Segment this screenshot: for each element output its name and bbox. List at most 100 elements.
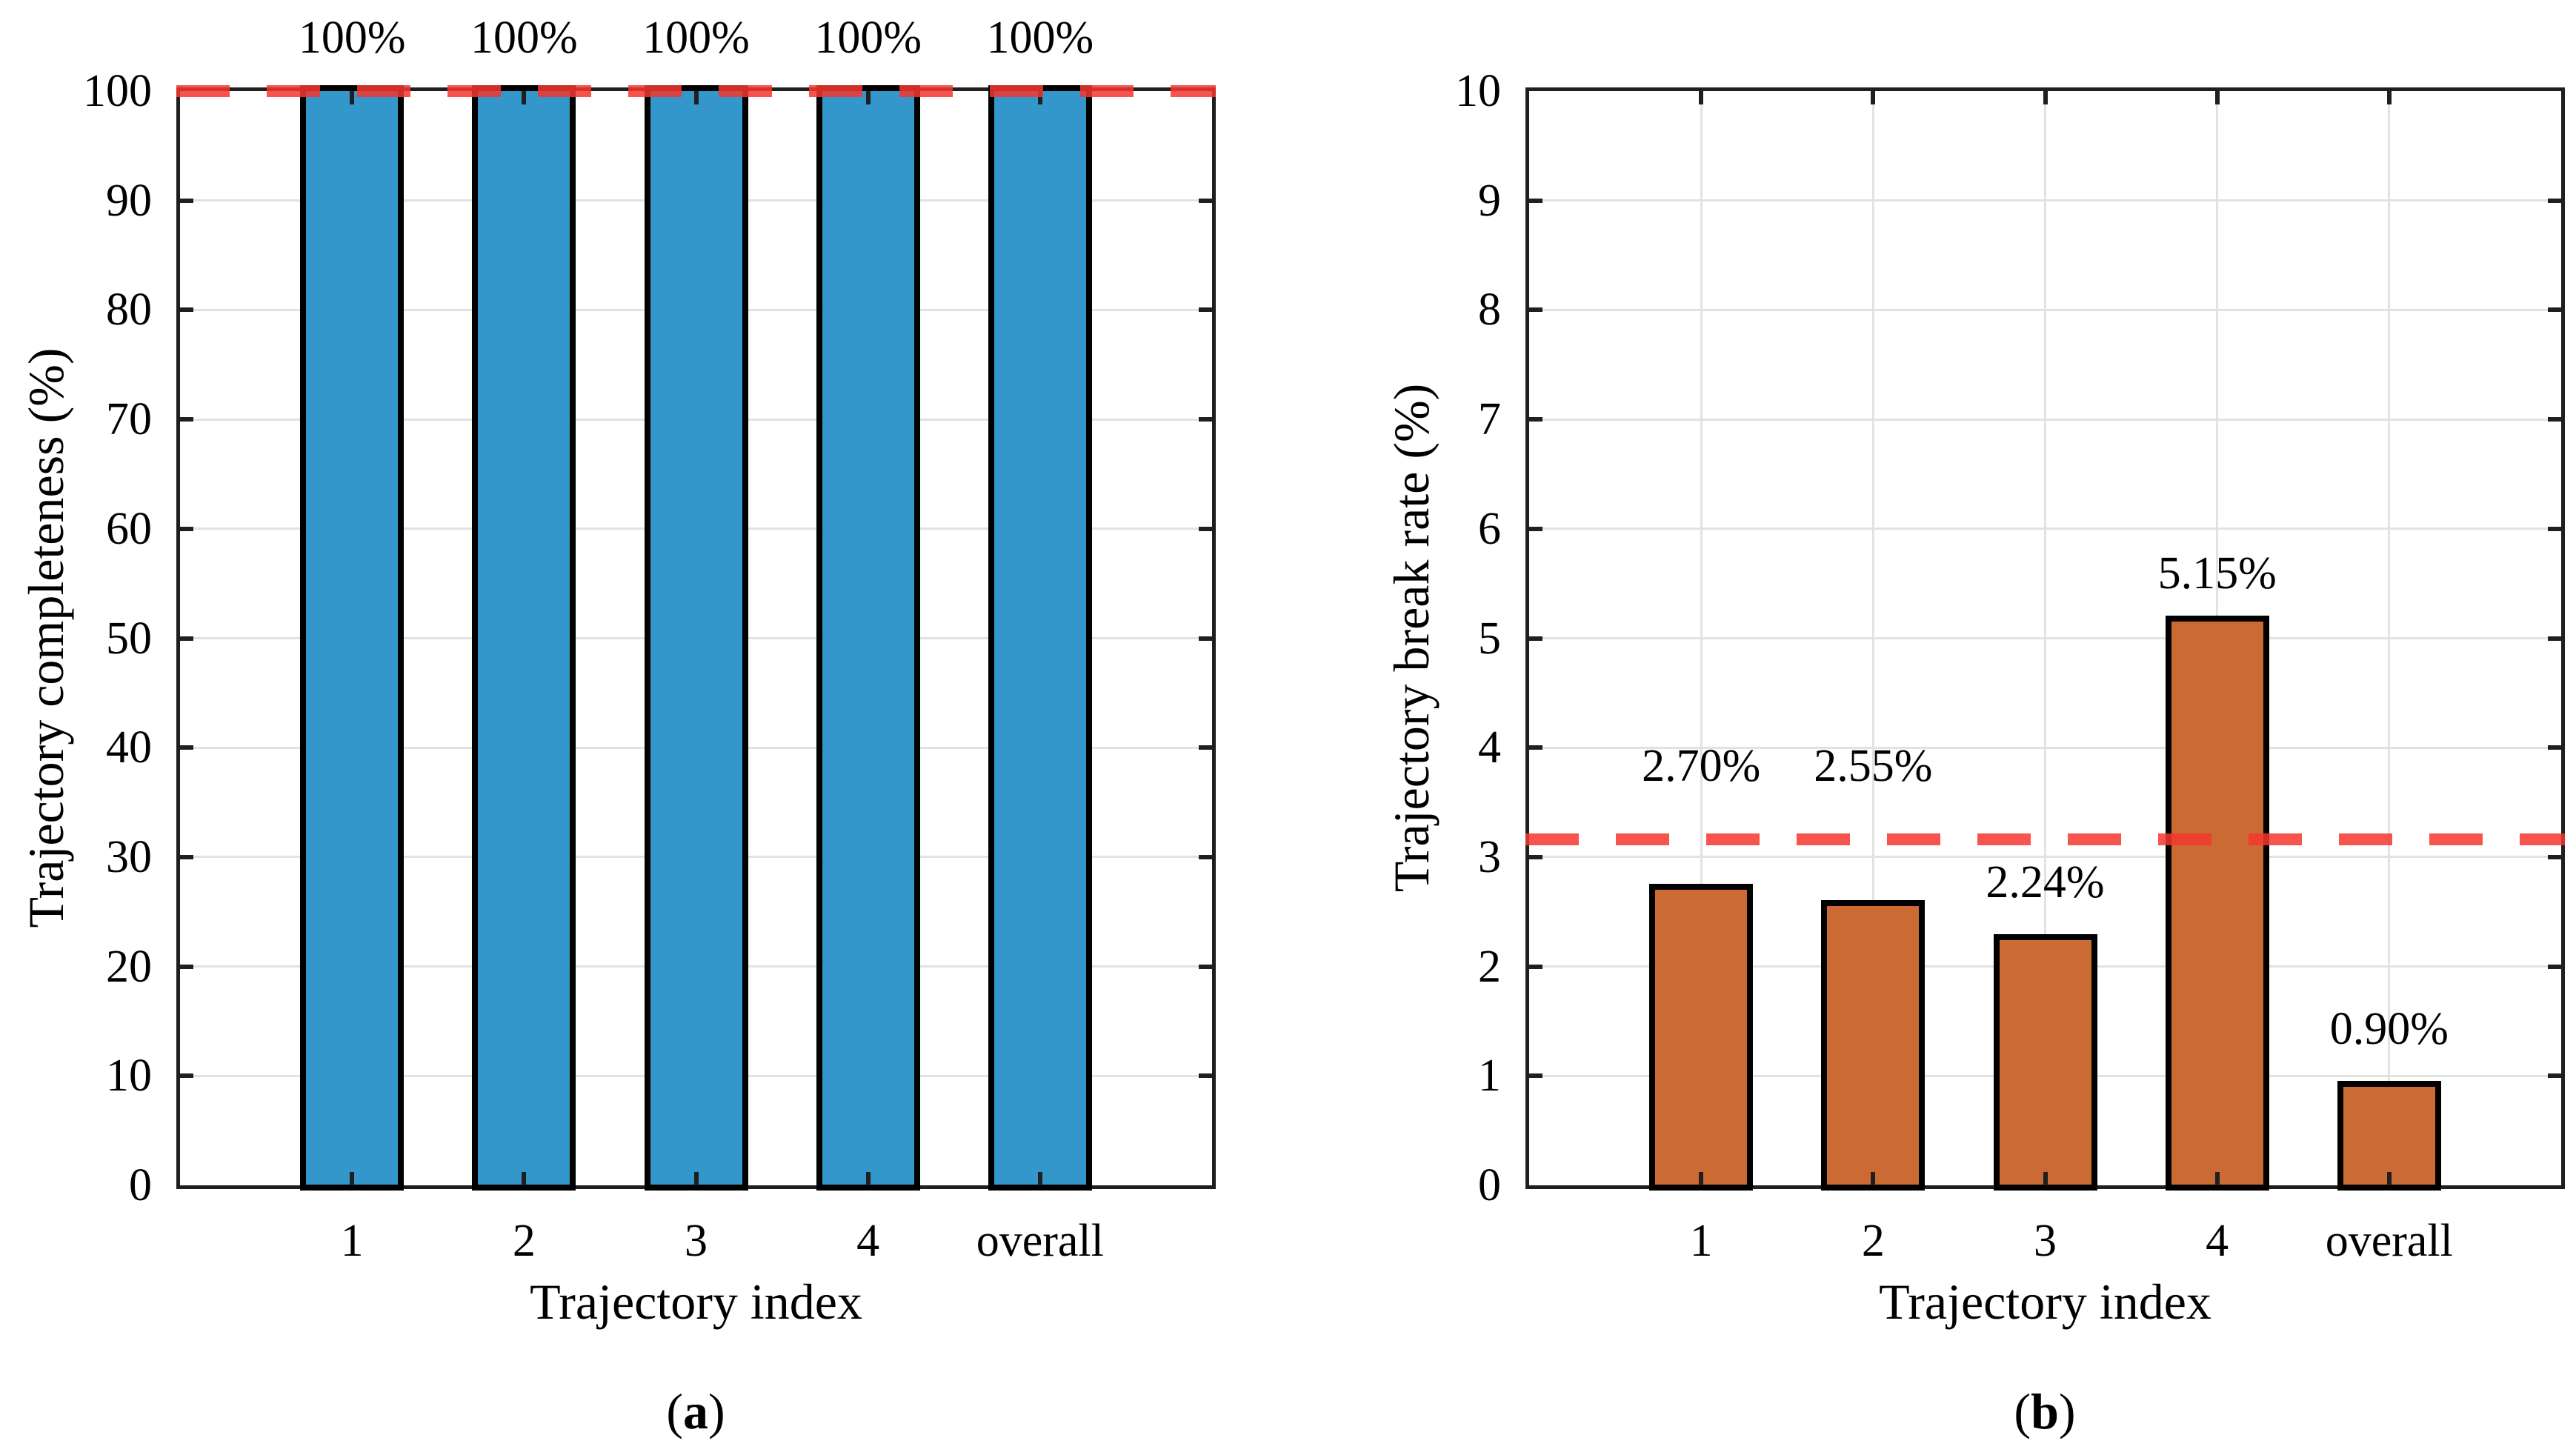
caption-b: (b): [2014, 1382, 2075, 1441]
y-tick-label: 0: [129, 1160, 152, 1211]
y-tick-label: 40: [106, 722, 152, 773]
y-axis-tick-right: [1199, 964, 1212, 969]
y-axis-tick-right: [2548, 526, 2561, 531]
y-axis-tick: [1529, 636, 1542, 641]
bar: [988, 85, 1092, 1191]
x-axis-tick: [1037, 1172, 1042, 1185]
bar: [472, 85, 576, 1191]
y-tick-label: 20: [106, 941, 152, 992]
y-tick-label: 3: [1478, 831, 1501, 882]
y-tick-label: 60: [106, 503, 152, 554]
y-axis-tick-right: [2548, 1073, 2561, 1079]
y-axis-tick-right: [2548, 417, 2561, 422]
x-axis-tick: [2386, 1172, 2392, 1185]
x-tick-label: 4: [2206, 1216, 2229, 1266]
y-axis-tick-right: [1199, 854, 1212, 859]
y-axis-tick: [180, 964, 193, 969]
y-axis-tick: [1529, 307, 1542, 313]
y-axis-tick: [1529, 1073, 1542, 1079]
caption-a: (a): [666, 1382, 725, 1441]
y-axis-tick-right: [1199, 745, 1212, 750]
y-axis-tick: [1529, 526, 1542, 531]
y-axis-tick: [1529, 417, 1542, 422]
bar-value-label: 2.24%: [1986, 856, 2105, 908]
bar: [1993, 934, 2097, 1191]
y-tick-label: 10: [1455, 66, 1501, 116]
y-tick-label: 7: [1478, 394, 1501, 445]
y-axis-tick: [180, 307, 193, 313]
x-axis-tick-top: [2043, 91, 2048, 104]
y-axis-tick: [180, 745, 193, 750]
y-tick-label: 8: [1478, 284, 1501, 336]
y-axis-tick-right: [1199, 1073, 1212, 1079]
y-axis-tick-right: [2548, 854, 2561, 859]
y-tick-label: 1: [1478, 1051, 1501, 1102]
x-tick-label: 1: [1689, 1216, 1713, 1266]
x-axis-tick: [865, 1172, 871, 1185]
gridline-x: [1871, 91, 1874, 1185]
x-axis-tick: [2214, 1172, 2220, 1185]
y-tick-label: 30: [106, 831, 152, 882]
bar: [1649, 884, 1754, 1191]
x-axis-tick-top: [1037, 91, 1042, 104]
y-tick-label: 100: [83, 66, 152, 116]
x-tick-label: 1: [340, 1216, 364, 1266]
gridline-x: [2388, 91, 2391, 1185]
bar: [644, 85, 748, 1191]
x-axis-label-b: Trajectory index: [1879, 1273, 2211, 1330]
bar: [1821, 900, 1926, 1191]
x-axis-tick-top: [693, 91, 699, 104]
y-tick-label: 10: [106, 1051, 152, 1102]
bar-value-label: 100%: [470, 12, 578, 63]
y-tick-label: 90: [106, 175, 152, 226]
bar: [816, 85, 920, 1191]
y-tick-label: 50: [106, 613, 152, 664]
y-axis-tick: [180, 198, 193, 203]
gridline-x: [1700, 91, 1703, 1185]
x-axis-tick: [522, 1172, 527, 1185]
x-tick-label: overall: [976, 1216, 1104, 1266]
y-axis-tick-right: [2548, 307, 2561, 313]
x-axis-tick: [693, 1172, 699, 1185]
caption-b-close: ): [2058, 1383, 2076, 1439]
gridline-x: [2044, 91, 2046, 1185]
y-tick-label: 0: [1478, 1160, 1501, 1211]
bar: [2337, 1081, 2441, 1191]
reference-dashed-line: [176, 85, 1216, 97]
bar: [2165, 616, 2269, 1191]
y-tick-label: 2: [1478, 941, 1501, 992]
y-tick-label: 80: [106, 284, 152, 336]
bar-value-label: 100%: [814, 12, 922, 63]
x-axis-tick-top: [865, 91, 871, 104]
y-axis-tick: [180, 636, 193, 641]
x-tick-label: 2: [1861, 1216, 1885, 1266]
caption-a-close: ): [708, 1383, 725, 1439]
y-axis-tick: [180, 417, 193, 422]
y-axis-tick-right: [1199, 198, 1212, 203]
y-axis-tick: [1529, 964, 1542, 969]
y-tick-label: 4: [1478, 722, 1501, 773]
y-axis-tick: [1529, 854, 1542, 859]
bar-value-label: 5.15%: [2157, 548, 2277, 599]
y-tick-label: 70: [106, 394, 152, 445]
y-axis-tick-right: [2548, 745, 2561, 750]
y-tick-label: 9: [1478, 175, 1501, 226]
x-axis-tick-top: [522, 91, 527, 104]
x-axis-tick: [2043, 1172, 2048, 1185]
x-tick-label: 2: [512, 1216, 536, 1266]
caption-a-letter: a: [683, 1383, 708, 1439]
bar-value-label: 100%: [642, 12, 750, 63]
x-tick-label: 4: [856, 1216, 880, 1266]
y-axis-tick: [180, 1073, 193, 1079]
y-axis-tick: [1529, 198, 1542, 203]
bar-value-label: 100%: [986, 12, 1094, 63]
x-axis-tick: [1699, 1172, 1704, 1185]
x-axis-tick: [1871, 1172, 1876, 1185]
x-tick-label: 3: [2034, 1216, 2057, 1266]
y-axis-tick: [1529, 745, 1542, 750]
bar-value-label: 2.70%: [1642, 741, 1761, 792]
x-axis-tick-top: [1699, 91, 1704, 104]
y-axis-tick: [180, 854, 193, 859]
x-tick-label: 3: [685, 1216, 708, 1266]
